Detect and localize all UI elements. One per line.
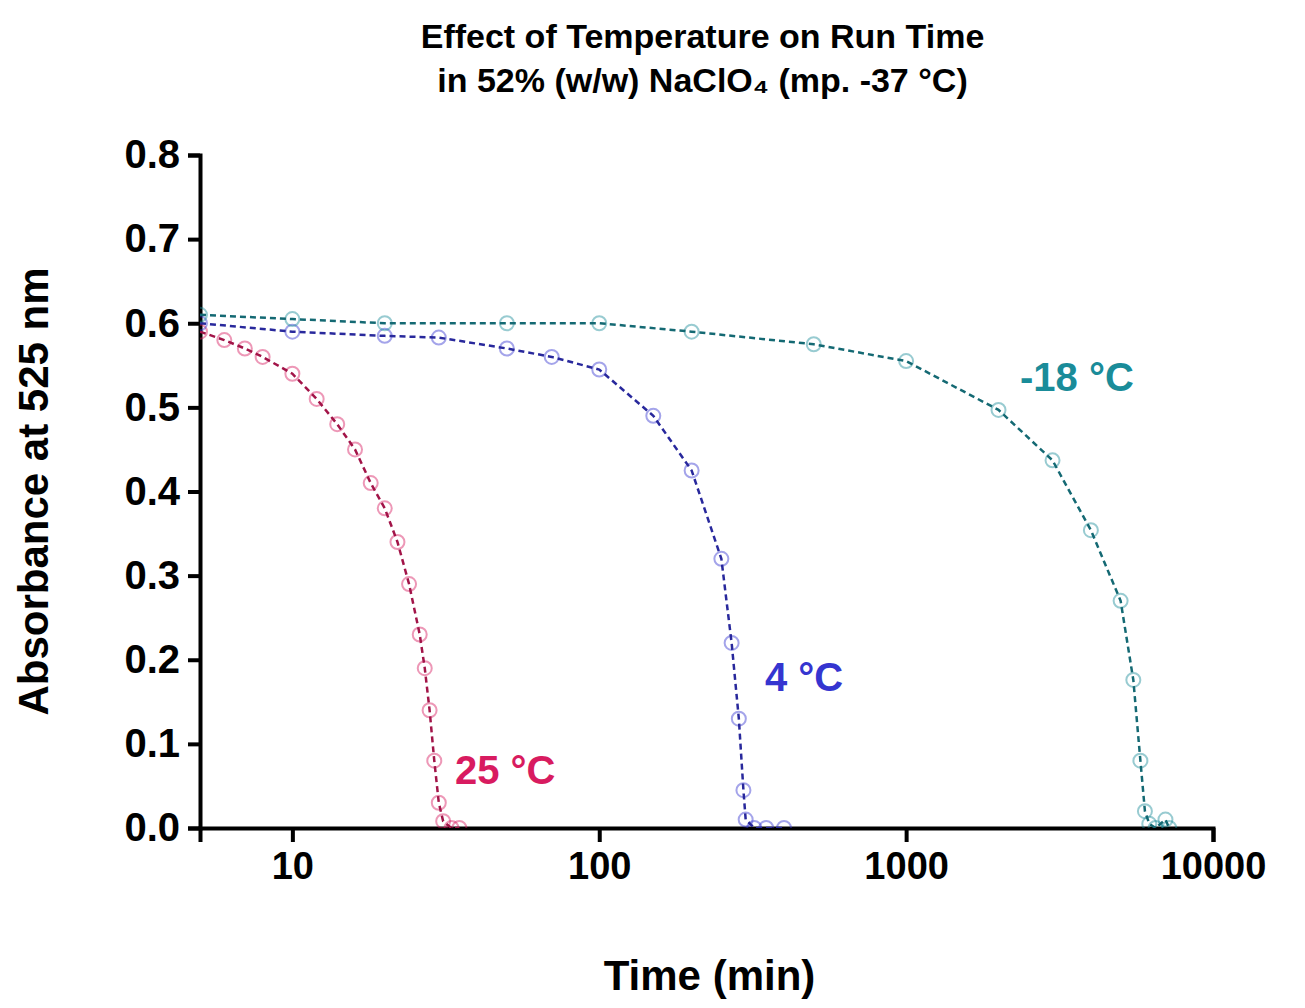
y-tick-label: 0.8 <box>124 132 180 176</box>
marker <box>364 476 378 490</box>
y-tick-label: 0.7 <box>124 216 180 260</box>
marker <box>256 350 270 364</box>
chart: Effect of Temperature on Run Time in 52% … <box>0 0 1305 1008</box>
y-tick-label: 0.3 <box>124 553 180 597</box>
x-tick: 1000 <box>864 828 949 887</box>
x-tick: 10 <box>272 828 314 887</box>
x-axis-line <box>201 829 1214 843</box>
y-tick-label: 0.2 <box>124 637 180 681</box>
marker <box>1162 821 1176 828</box>
y-tick: 0.5 <box>124 385 200 429</box>
y-tick: 0.4 <box>124 469 200 513</box>
y-tick-mark <box>188 406 200 410</box>
y-tick: 0.6 <box>124 301 200 345</box>
marker <box>1084 523 1098 537</box>
series <box>200 316 791 828</box>
series <box>200 325 466 828</box>
y-tick-mark <box>188 658 200 662</box>
y-tick: 0.0 <box>124 805 200 849</box>
y-tick-mark <box>188 490 200 494</box>
x-tick-label: 1000 <box>864 845 949 887</box>
y-tick-mark <box>188 574 200 578</box>
x-tick: 10000 <box>1161 828 1267 887</box>
y-tick: 0.7 <box>124 216 200 260</box>
y-tick-mark <box>188 154 200 158</box>
x-tick-mark <box>291 828 295 842</box>
series <box>200 308 1176 828</box>
y-tick-label: 0.6 <box>124 301 180 345</box>
y-tick: 0.8 <box>124 132 200 176</box>
x-tick-mark <box>905 828 909 842</box>
subtitle: in 52% (w/w) NaClO₄ (mp. -37 °C) <box>437 61 967 99</box>
y-tick-mark <box>188 238 200 242</box>
y-axis-title: Absorbance at 525 nm <box>10 267 57 715</box>
y-tick-mark <box>188 827 200 831</box>
x-tick: 100 <box>568 828 631 887</box>
y-tick-label: 0.0 <box>124 805 180 849</box>
series-label: 4 °C <box>765 655 843 699</box>
title: Effect of Temperature on Run Time <box>421 17 985 55</box>
x-tick-mark <box>1212 828 1216 842</box>
marker <box>378 501 392 515</box>
y-tick: 0.2 <box>124 637 200 681</box>
line <box>200 332 459 828</box>
series-label: 25 °C <box>455 748 556 792</box>
x-tick-label: 100 <box>568 845 631 887</box>
line <box>200 315 1169 828</box>
y-tick-label: 0.4 <box>124 469 180 513</box>
x-axis-title: Time (min) <box>604 952 816 999</box>
x-tick-mark <box>598 828 602 842</box>
x-tick-label: 10 <box>272 845 314 887</box>
y-axis-line <box>188 156 201 829</box>
marker <box>238 341 252 355</box>
x-axis: 10 100 1000 10000 <box>201 828 1267 887</box>
y-tick-mark <box>188 322 200 326</box>
y-axis: 0.0 0.1 0.2 0.3 0.4 0.5 0.6 0.7 0.8 <box>124 132 200 849</box>
series-label: -18 °C <box>1020 355 1134 399</box>
y-tick-label: 0.1 <box>124 721 180 765</box>
plot-area <box>200 308 1176 828</box>
y-tick: 0.3 <box>124 553 200 597</box>
y-tick-mark <box>188 742 200 746</box>
x-tick-label: 10000 <box>1161 845 1267 887</box>
y-tick-label: 0.5 <box>124 385 180 429</box>
y-tick: 0.1 <box>124 721 200 765</box>
line <box>200 323 784 828</box>
